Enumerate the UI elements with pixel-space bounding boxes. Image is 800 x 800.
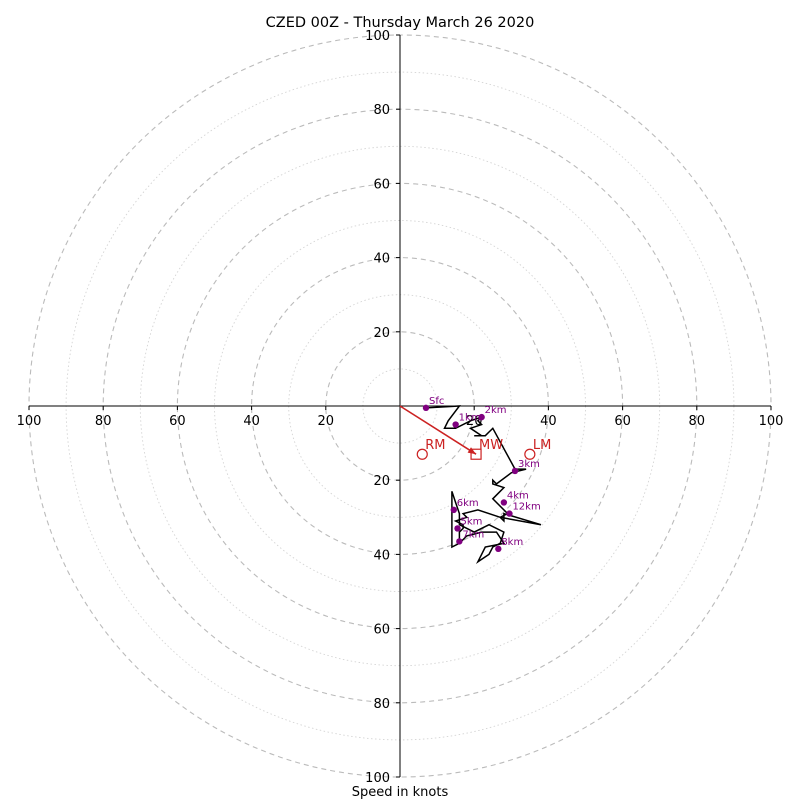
- tick-label-east-80: 80: [689, 414, 706, 429]
- tick-label-north-80: 80: [373, 103, 390, 118]
- storm-motion-group: RM LM MW: [399, 405, 551, 460]
- height-marker-6km: [450, 506, 457, 514]
- storm-marker-mw: [470, 448, 482, 460]
- tick-label-west-100: 100: [17, 414, 42, 429]
- height-label-5km: 5km: [461, 516, 483, 527]
- tick-label-north-100: 100: [365, 29, 390, 44]
- height-label-1km: 1km: [459, 413, 481, 424]
- height-label-8km: 8km: [501, 537, 523, 548]
- height-markers: Sfc 1km 2km 3km 4km 5km 6km 7km 8km 12km: [422, 396, 541, 553]
- x-axis-label: Speed in knots: [352, 785, 449, 800]
- hodograph-trace: [425, 405, 542, 564]
- height-label-sfc: Sfc: [429, 396, 444, 407]
- storm-motion-arrowhead: [467, 447, 477, 455]
- tick-label-west-40: 40: [243, 414, 260, 429]
- height-label-3km: 3km: [518, 459, 540, 470]
- hodograph-trace-group: [425, 405, 542, 564]
- height-marker-3km: [511, 467, 519, 475]
- storm-marker-rm: [416, 448, 428, 460]
- tick-label-north-20: 20: [373, 326, 390, 341]
- storm-marker-lm: [524, 448, 536, 460]
- tick-label-west-20: 20: [318, 414, 335, 429]
- tick-label-west-60: 60: [169, 414, 186, 429]
- height-label-2km: 2km: [485, 405, 507, 416]
- height-marker-2km: [478, 413, 485, 421]
- height-marker-5km: [454, 525, 461, 532]
- height-marker-sfc: [422, 404, 430, 412]
- height-label-7km: 7km: [462, 529, 484, 540]
- height-label-4km: 4km: [507, 490, 529, 501]
- tick-label-north-40: 40: [373, 252, 390, 267]
- tick-label-north-60: 60: [373, 177, 390, 192]
- height-marker-1km: [452, 421, 459, 428]
- height-marker-12km: [506, 510, 513, 517]
- tick-label-west-80: 80: [95, 414, 112, 429]
- tick-label-east-60: 60: [614, 414, 631, 429]
- height-marker-4km: [500, 499, 508, 506]
- tick-label-south-80: 80: [373, 697, 390, 712]
- tick-label-south-60: 60: [373, 623, 390, 638]
- tick-label-south-100: 100: [365, 771, 390, 786]
- height-label-6km: 6km: [457, 498, 479, 509]
- tick-label-south-40: 40: [373, 548, 390, 563]
- storm-motion-vector: [399, 405, 477, 455]
- storm-label-lm: LM: [533, 438, 551, 453]
- height-label-12km: 12km: [512, 502, 540, 513]
- height-marker-7km: [456, 538, 463, 545]
- height-marker-8km: [495, 545, 502, 553]
- tick-label-south-20: 20: [373, 474, 390, 489]
- tick-labels: 2020202040404040606060608080808010010010…: [17, 29, 784, 786]
- chart-title: CZED 00Z - Thursday March 26 2020: [266, 15, 535, 31]
- tick-label-east-40: 40: [540, 414, 557, 429]
- storm-label-rm: RM: [425, 438, 445, 453]
- storm-label-mw: MW: [479, 438, 503, 453]
- tick-label-east-100: 100: [759, 414, 784, 429]
